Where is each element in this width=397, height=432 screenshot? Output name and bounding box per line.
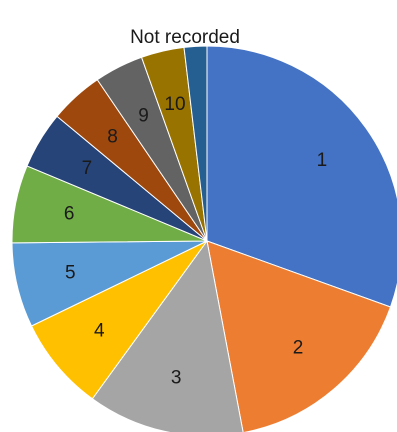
pie-slice-label-6: 6 — [64, 204, 75, 225]
pie-slice-label-7: 7 — [82, 158, 93, 179]
pie-slice-label-5: 5 — [65, 263, 76, 284]
pie-slice-label-11: Not recorded — [130, 27, 240, 48]
pie-slice-label-8: 8 — [107, 127, 118, 148]
pie-slice-label-10: 10 — [164, 94, 185, 115]
pie-slice-label-2: 2 — [293, 337, 304, 358]
pie-slice-label-1: 1 — [317, 150, 328, 171]
pie-slices — [12, 46, 397, 432]
pie-slice-label-3: 3 — [171, 368, 182, 389]
pie-slice-label-9: 9 — [138, 105, 149, 126]
pie-slice-label-4: 4 — [94, 321, 105, 342]
